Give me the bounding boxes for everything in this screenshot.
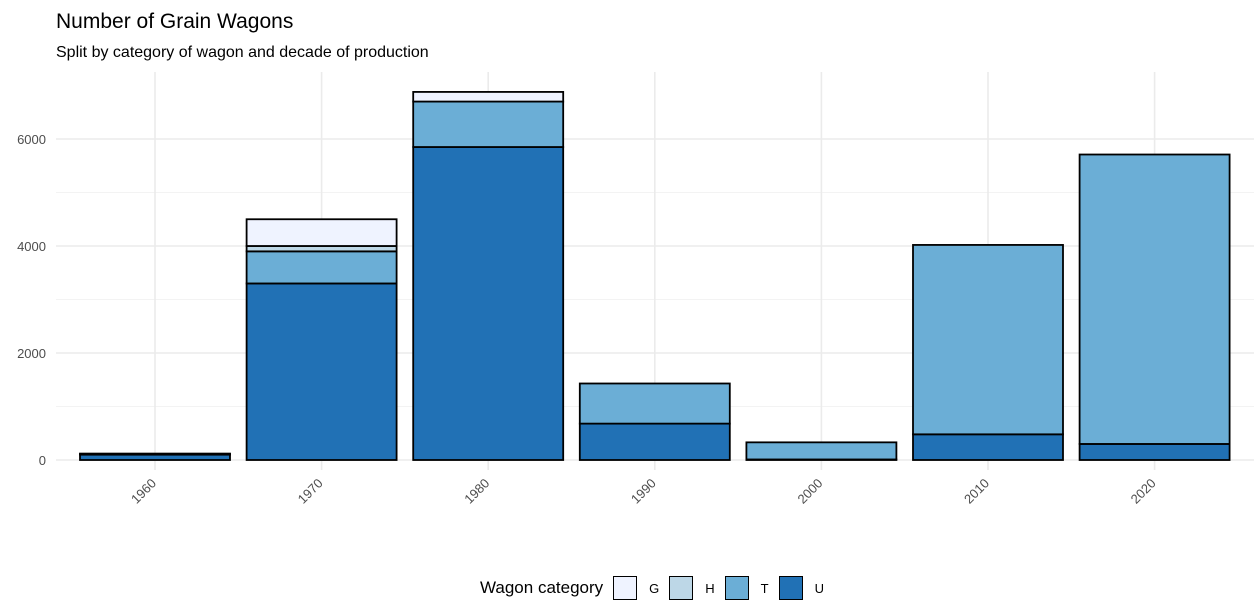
chart-title: Number of Grain Wagons bbox=[56, 10, 294, 33]
legend-swatch bbox=[724, 576, 749, 600]
x-tick-label: 1960 bbox=[128, 476, 159, 507]
y-tick-label: 6000 bbox=[17, 132, 46, 147]
chart-subtitle: Split by category of wagon and decade of… bbox=[56, 44, 429, 61]
bar-segment-u bbox=[578, 422, 731, 461]
bar-segment-t bbox=[412, 100, 565, 148]
bar-segment-g bbox=[79, 452, 231, 456]
bar-segment-g bbox=[412, 91, 565, 103]
x-tick-label: 2010 bbox=[961, 476, 992, 507]
legend: Wagon category G H T U bbox=[0, 576, 1254, 600]
y-tick-label: 2000 bbox=[17, 346, 46, 361]
legend-label: G bbox=[649, 580, 660, 596]
bar-segment-u bbox=[245, 282, 398, 461]
bar-segment-u bbox=[912, 433, 1064, 461]
legend-item-h: H bbox=[669, 576, 715, 600]
legend-label: H bbox=[705, 580, 715, 596]
bar-segment-u bbox=[412, 146, 565, 461]
bar-segment-t bbox=[745, 441, 898, 461]
bar-segment-t bbox=[578, 382, 731, 425]
bar-segment-t bbox=[1078, 153, 1231, 445]
x-tick-label: 1980 bbox=[461, 476, 492, 507]
legend-item-t: T bbox=[724, 576, 769, 600]
bar-segment-g bbox=[245, 218, 398, 247]
x-tick-label: 2020 bbox=[1128, 476, 1159, 507]
x-tick-label: 1970 bbox=[295, 476, 326, 507]
legend-swatch bbox=[778, 576, 803, 600]
legend-title: Wagon category bbox=[479, 578, 604, 597]
legend-swatch bbox=[669, 576, 694, 600]
legend-item-u: U bbox=[778, 576, 825, 600]
legend-item-g: G bbox=[613, 576, 659, 600]
bar-segment-u bbox=[1078, 443, 1231, 461]
x-tick-label: 2000 bbox=[794, 476, 825, 507]
legend-label: T bbox=[760, 580, 769, 596]
bar-segment-t bbox=[912, 244, 1064, 436]
x-tick-label: 1990 bbox=[628, 476, 659, 507]
bar-segment-t bbox=[245, 250, 398, 285]
y-tick-label: 0 bbox=[39, 453, 46, 468]
legend-label: U bbox=[814, 580, 825, 596]
y-tick-label: 4000 bbox=[17, 239, 46, 254]
legend-swatch bbox=[613, 576, 638, 600]
stacked-bar-chart: 0 2000 4000 6000 1960 1970 1980 1990 2000 2010 202… bbox=[17, 72, 1254, 507]
